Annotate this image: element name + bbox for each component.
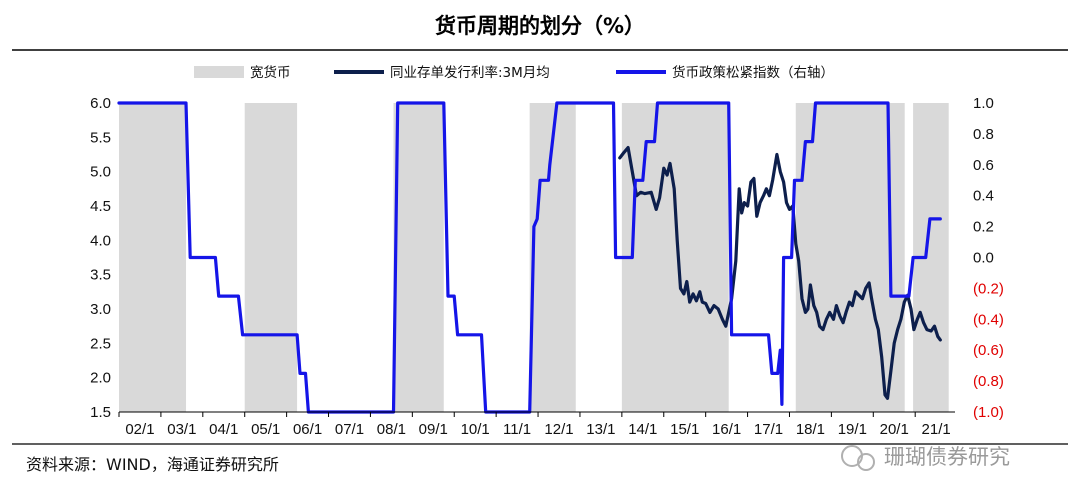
y-right-tick-label: 0.0 (973, 250, 994, 267)
x-tick-label: 21/1 (922, 421, 951, 438)
watermark: 珊瑚债券研究 (841, 445, 1010, 471)
easing-band-2 (244, 103, 298, 412)
x-tick-label: 07/1 (335, 421, 364, 438)
y-right-tick-label: 1.0 (973, 95, 994, 112)
x-tick-label: 12/1 (544, 421, 573, 438)
y-right-tick-label: 0.2 (973, 219, 994, 236)
x-axis-ticks: 02/1 03/1 04/1 05/1 06/1 07/1 08/1 09/1 10/1 11/1… (118, 412, 951, 438)
legend-swatch-easing (194, 66, 244, 78)
y-left-tick-label: 4.5 (90, 198, 111, 215)
y-right-tick-label: 0.6 (973, 157, 994, 174)
x-tick-label: 05/1 (251, 421, 280, 438)
x-tick-label: 10/1 (461, 421, 490, 438)
y-left-tick-label: 5.0 (90, 164, 111, 181)
easing-band-3 (393, 103, 444, 412)
x-tick-label: 17/1 (754, 421, 783, 438)
easing-bands (119, 103, 949, 412)
series-ncd-rate (618, 146, 942, 400)
x-tick-label: 20/1 (880, 421, 909, 438)
easing-band-4 (529, 103, 576, 412)
legend-label-ncd-rate: 同业存单发行利率:3M月均 (390, 64, 550, 81)
legend: 宽货币 同业存单发行利率:3M月均 货币政策松紧指数（右轴） (194, 64, 834, 81)
chart-title: 货币周期的划分（%） (435, 14, 645, 38)
y-right-tick-label: (0.2) (973, 280, 1004, 297)
y-right-tick-label: (0.6) (973, 342, 1004, 359)
x-tick-label: 19/1 (838, 421, 867, 438)
y-right-tick-label: (0.8) (973, 373, 1004, 390)
series-policy-index (117, 101, 942, 414)
watermark-text: 珊瑚债券研究 (884, 445, 1010, 469)
y-left-tick-label: 4.0 (90, 232, 111, 249)
x-tick-label: 03/1 (167, 421, 196, 438)
x-tick-label: 08/1 (377, 421, 406, 438)
x-tick-label: 13/1 (586, 421, 615, 438)
x-tick-label: 11/1 (503, 421, 531, 438)
y-left-tick-label: 6.0 (90, 95, 111, 112)
y-left-tick-label: 5.5 (90, 129, 111, 146)
y-left-tick-label: 2.5 (90, 335, 111, 352)
y-left-tick-label: 3.5 (90, 267, 111, 284)
wechat-icon-bubble (857, 453, 875, 471)
y-axis-right-ticks: 1.0 0.8 0.6 0.4 0.2 0.0 (0.2) (0.4) (0.6) (0.8) (1… (973, 95, 1004, 421)
y-right-tick-label: 0.4 (973, 188, 994, 205)
y-right-tick-label: 0.8 (973, 126, 994, 143)
x-tick-label: 06/1 (293, 421, 322, 438)
x-tick-label: 02/1 (125, 421, 154, 438)
source-note: 资料来源：WIND，海通证券研究所 (26, 455, 279, 474)
y-left-tick-label: 3.0 (90, 301, 111, 318)
y-right-tick-label: (1.0) (973, 404, 1004, 421)
legend-label-easing: 宽货币 (250, 64, 291, 81)
x-tick-label: 04/1 (209, 421, 238, 438)
x-tick-label: 09/1 (419, 421, 448, 438)
y-left-tick-label: 1.5 (90, 404, 111, 421)
easing-band-5 (621, 103, 729, 412)
policy-index-line (117, 101, 942, 414)
x-tick-label: 16/1 (712, 421, 741, 438)
y-left-tick-label: 2.0 (90, 370, 111, 387)
legend-label-policy-index: 货币政策松紧指数（右轴） (672, 64, 834, 81)
easing-band-1 (119, 103, 187, 412)
ncd-rate-line (618, 146, 942, 400)
y-right-tick-label: (0.4) (973, 311, 1004, 328)
x-tick-label: 14/1 (628, 421, 657, 438)
x-tick-label: 15/1 (670, 421, 699, 438)
x-tick-label: 18/1 (796, 421, 825, 438)
easing-band-6 (795, 103, 905, 412)
y-axis-left-ticks: 6.0 5.5 5.0 4.5 4.0 3.5 3.0 2.5 2.0 1.5 (90, 95, 111, 421)
